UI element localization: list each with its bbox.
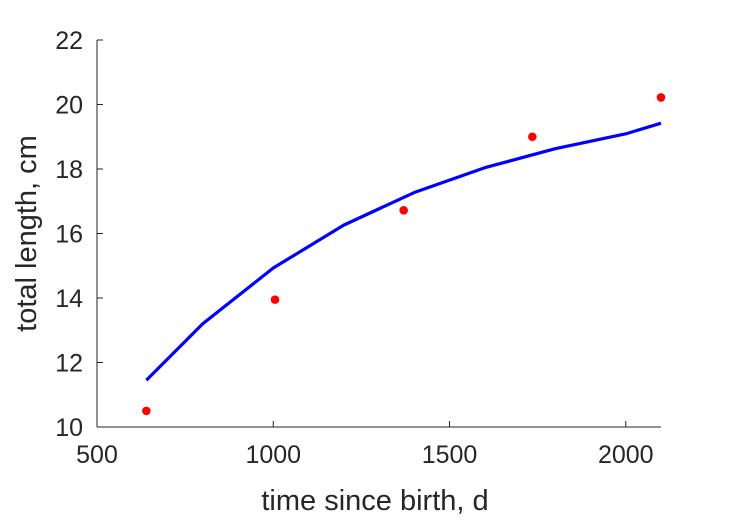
y-tick-label: 20 [55,92,83,120]
y-tick-label: 12 [55,350,83,378]
fit-curve [145,121,662,382]
axes [96,40,661,428]
y-tick-label: 10 [55,414,83,442]
plot-area [142,93,666,416]
data-point [528,132,537,142]
data-point [142,406,151,416]
x-tick-label: 2000 [598,441,654,469]
x-axis-label: time since birth, d [261,485,488,517]
ticks: 10 12 14 16 18 20 22 500 1000 1500 2000 [55,27,653,469]
data-point [270,295,280,304]
data-point [399,205,408,215]
y-tick-label: 18 [55,156,83,184]
x-tick-label: 500 [76,441,118,469]
y-axis-label: total length, cm [11,135,43,332]
y-tick-label: 16 [55,221,83,249]
y-tick-label: 22 [55,27,83,55]
y-tick-label: 14 [55,285,83,313]
x-tick-label: 1000 [245,441,301,469]
x-tick-label: 1500 [422,441,478,469]
data-point [656,93,666,102]
